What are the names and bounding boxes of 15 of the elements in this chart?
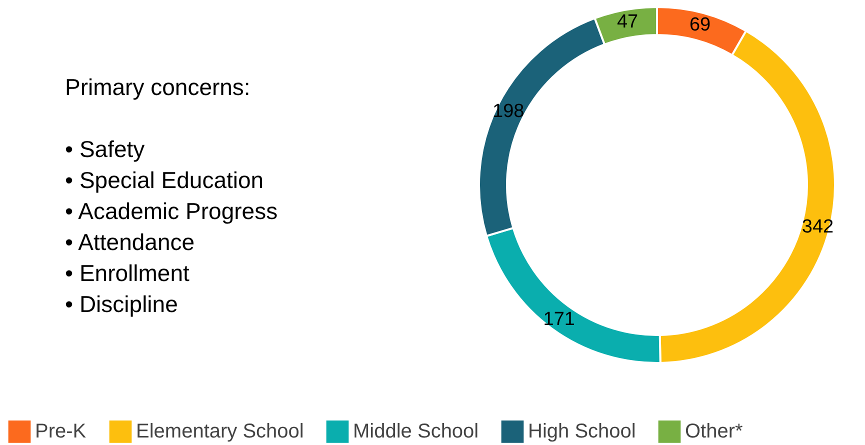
data-label: 171 <box>543 309 575 330</box>
legend-label: Pre-K <box>35 420 87 443</box>
text: • Safety <box>65 136 146 162</box>
text: • Attendance <box>65 229 195 255</box>
text: • Special Education <box>65 167 264 193</box>
text: • Academic Progress <box>65 198 278 224</box>
legend-label: Other* <box>685 420 744 443</box>
legend-label: Middle School <box>353 420 479 443</box>
data-label: 69 <box>689 14 711 36</box>
text: Primary concerns: <box>65 74 250 100</box>
legend-label: High School <box>528 420 636 443</box>
data-label: 47 <box>616 12 638 33</box>
text: • Discipline <box>65 291 178 317</box>
legend-label: Elementary School <box>136 420 304 443</box>
text: • Enrollment <box>65 260 190 286</box>
